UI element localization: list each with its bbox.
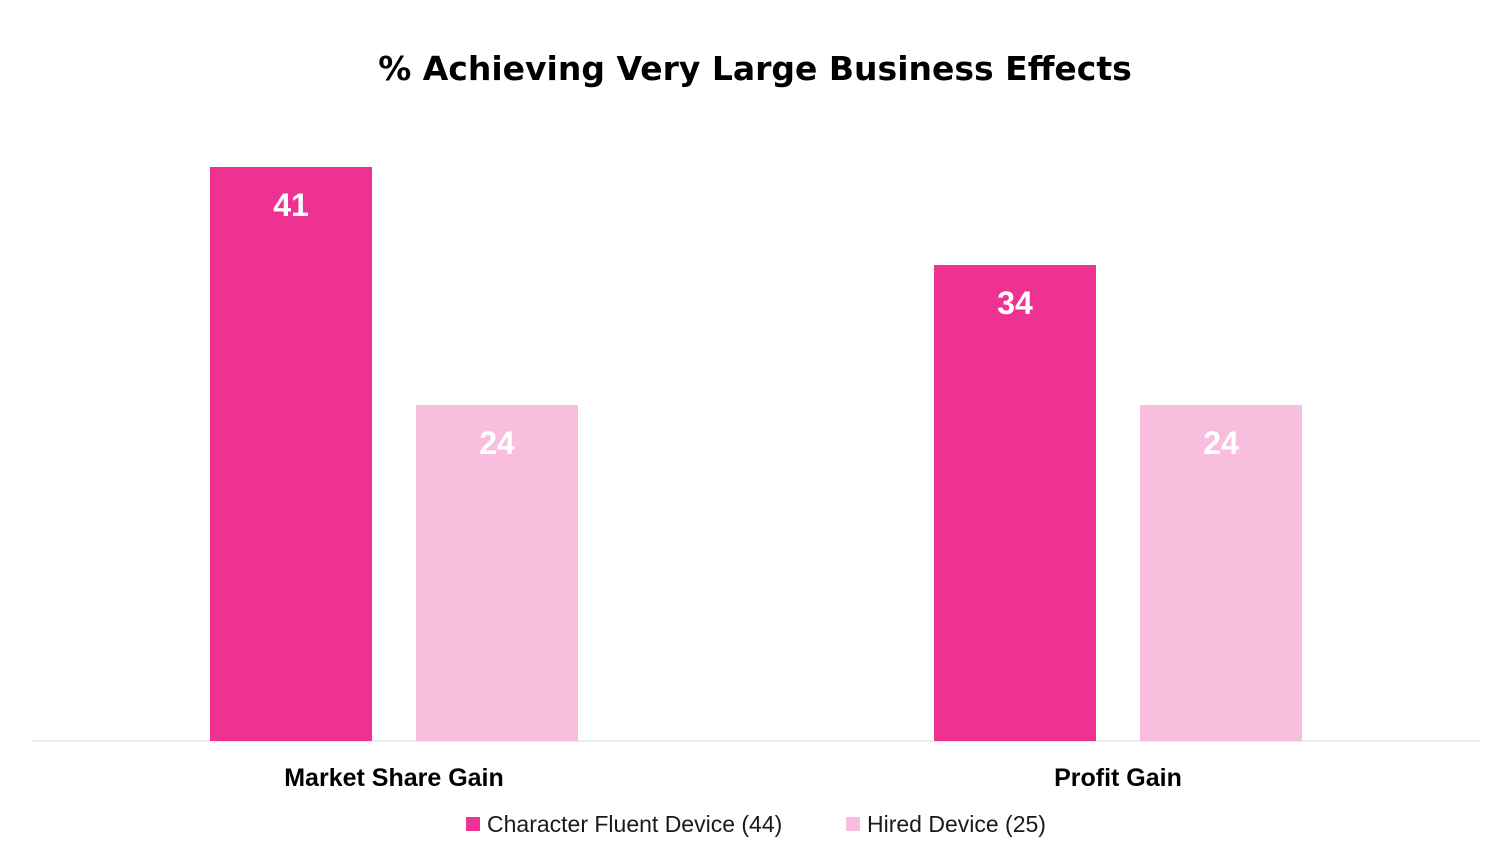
category-label: Market Share Gain [284,764,504,792]
legend-label: Hired Device (25) [867,811,1046,837]
data-label: 34 [997,285,1033,321]
legend-swatch [466,817,480,831]
data-label: 41 [273,187,309,223]
category-labels-group: Market Share Gain Profit Gain [284,764,1182,792]
category-label: Profit Gain [1054,764,1182,792]
data-label: 24 [479,425,515,461]
bar-hired-profit [1140,405,1302,741]
legend-label: Character Fluent Device (44) [487,811,782,837]
bar-hired-market-share [416,405,578,741]
bar-character-fluent-profit [934,265,1096,741]
data-label: 24 [1203,425,1239,461]
chart-title: % Achieving Very Large Business Effects [378,49,1132,88]
bars-group [210,167,1302,741]
legend-swatch [846,817,860,831]
bar-character-fluent-market-share [210,167,372,741]
data-labels-group: 41 24 34 24 [273,187,1239,461]
legend: Character Fluent Device (44) Hired Device… [466,811,1046,837]
